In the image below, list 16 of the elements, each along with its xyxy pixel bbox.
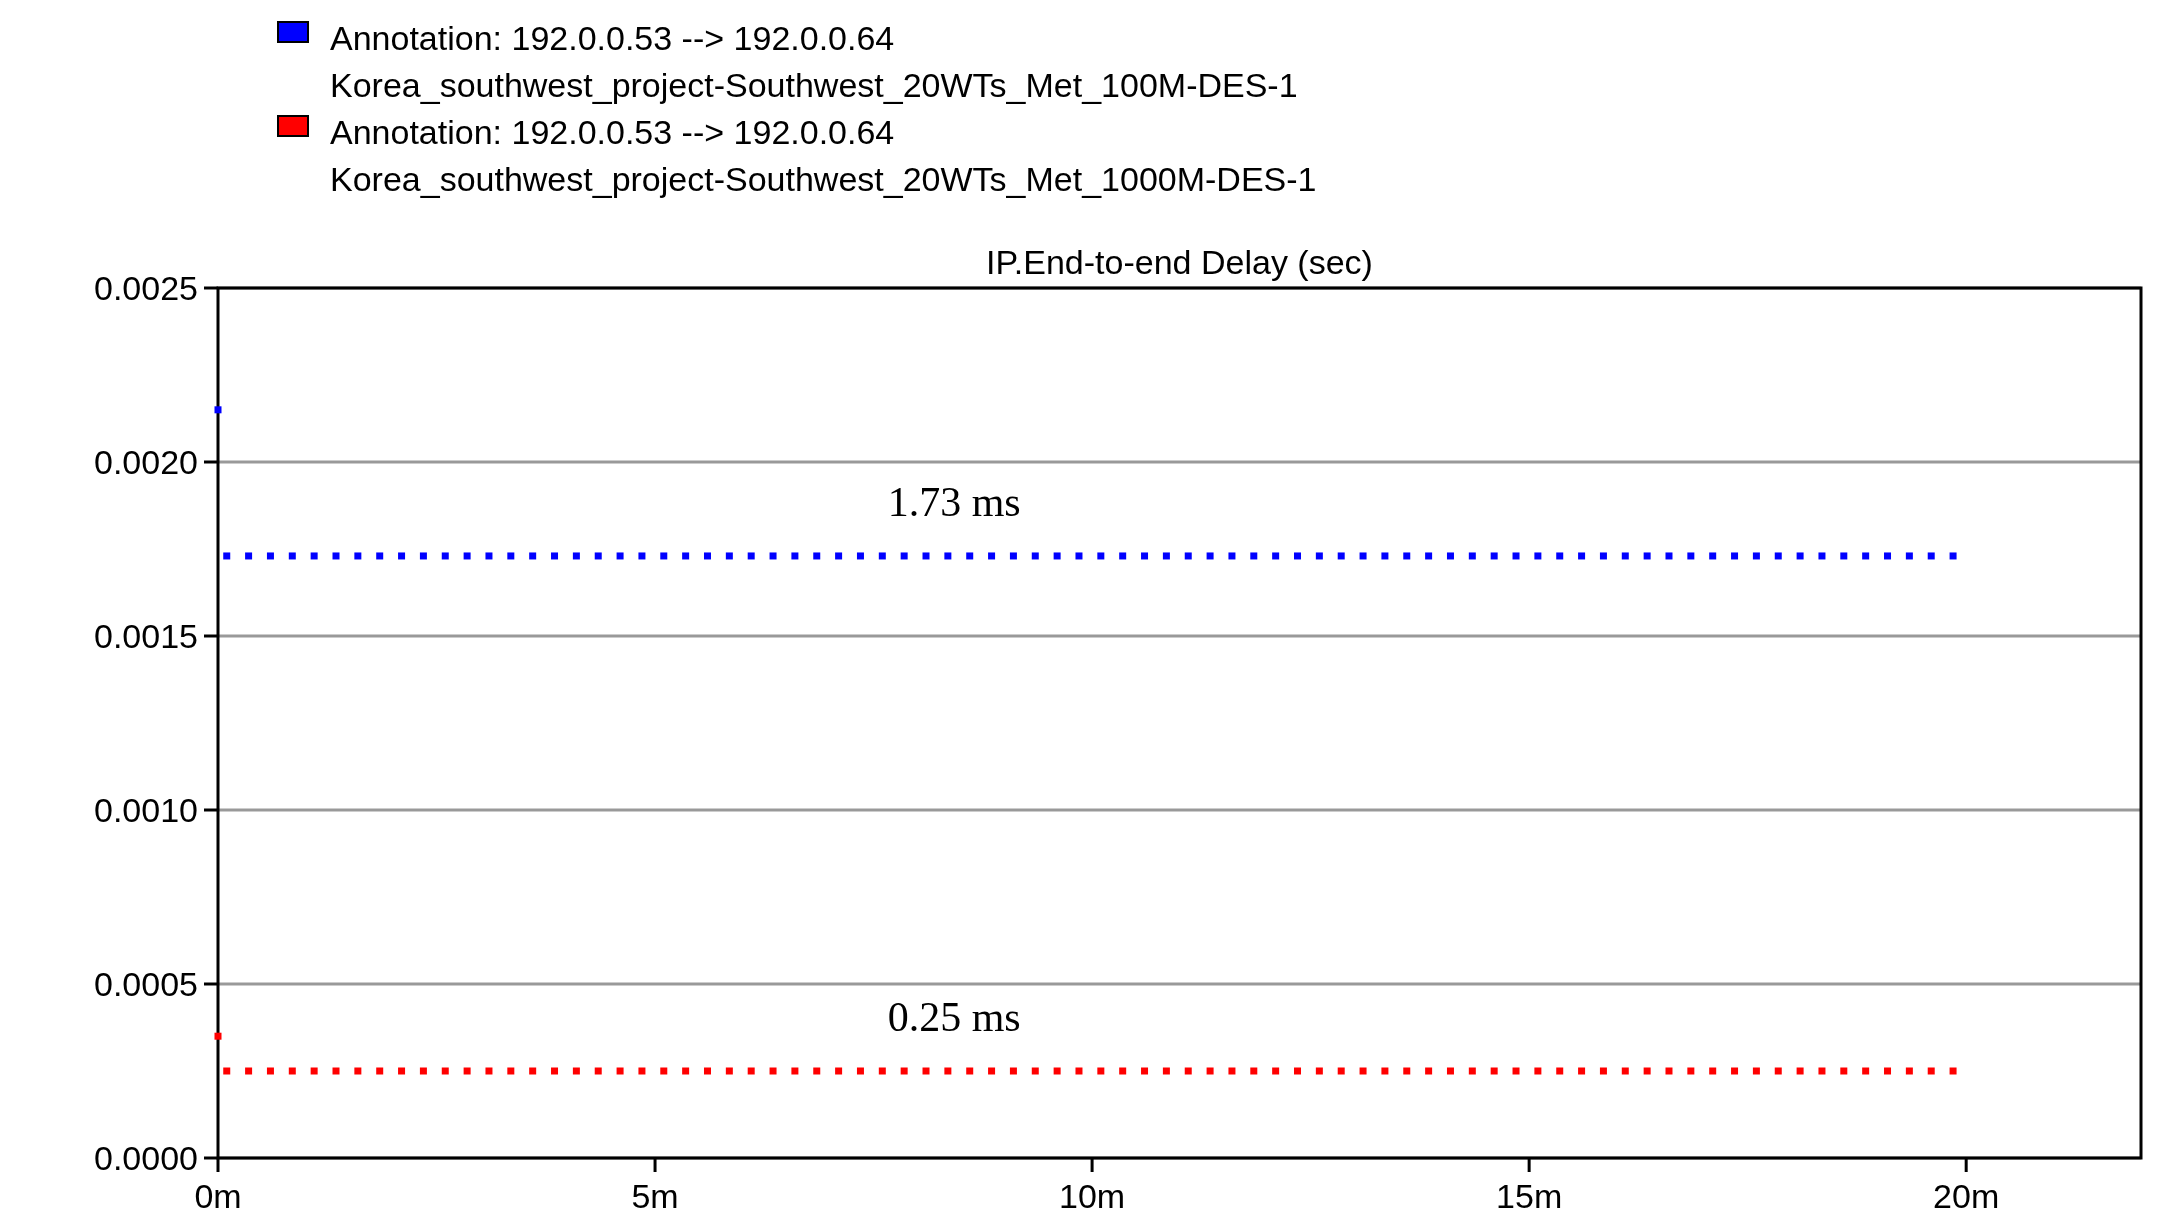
legend-label: Annotation: 192.0.0.53 --> 192.0.0.64 Korea_southwest_project-Southwest_20WTs_Met_100M-DES-1 — [330, 19, 1298, 104]
legend-label: Annotation: 192.0.0.53 --> 192.0.0.64 Korea_southwest_project-Southwest_20WTs_Met_1000M-DES-1 — [330, 113, 1317, 198]
y-tick-label: 0.0010 — [94, 790, 198, 829]
y-tick-label: 0.0015 — [94, 616, 198, 655]
y-tick-label: 0.0005 — [94, 964, 198, 1003]
y-tick-label: 0.0020 — [94, 442, 198, 481]
x-tick-label: 5m — [631, 1177, 679, 1215]
annotation: 1.73 ms — [887, 478, 1021, 525]
x-tick-label: 10m — [1059, 1177, 1126, 1215]
y-tick-label: 0.0000 — [94, 1138, 198, 1177]
annotation: 0.25 ms — [887, 994, 1021, 1040]
y-tick-label: 0.0025 — [94, 268, 198, 307]
x-tick-label: 20m — [1933, 1177, 2000, 1215]
x-tick-label: 0m — [194, 1177, 242, 1215]
chart-title: IP.End-to-end Delay (sec) — [986, 243, 1373, 281]
x-tick-label: 15m — [1496, 1177, 1563, 1215]
